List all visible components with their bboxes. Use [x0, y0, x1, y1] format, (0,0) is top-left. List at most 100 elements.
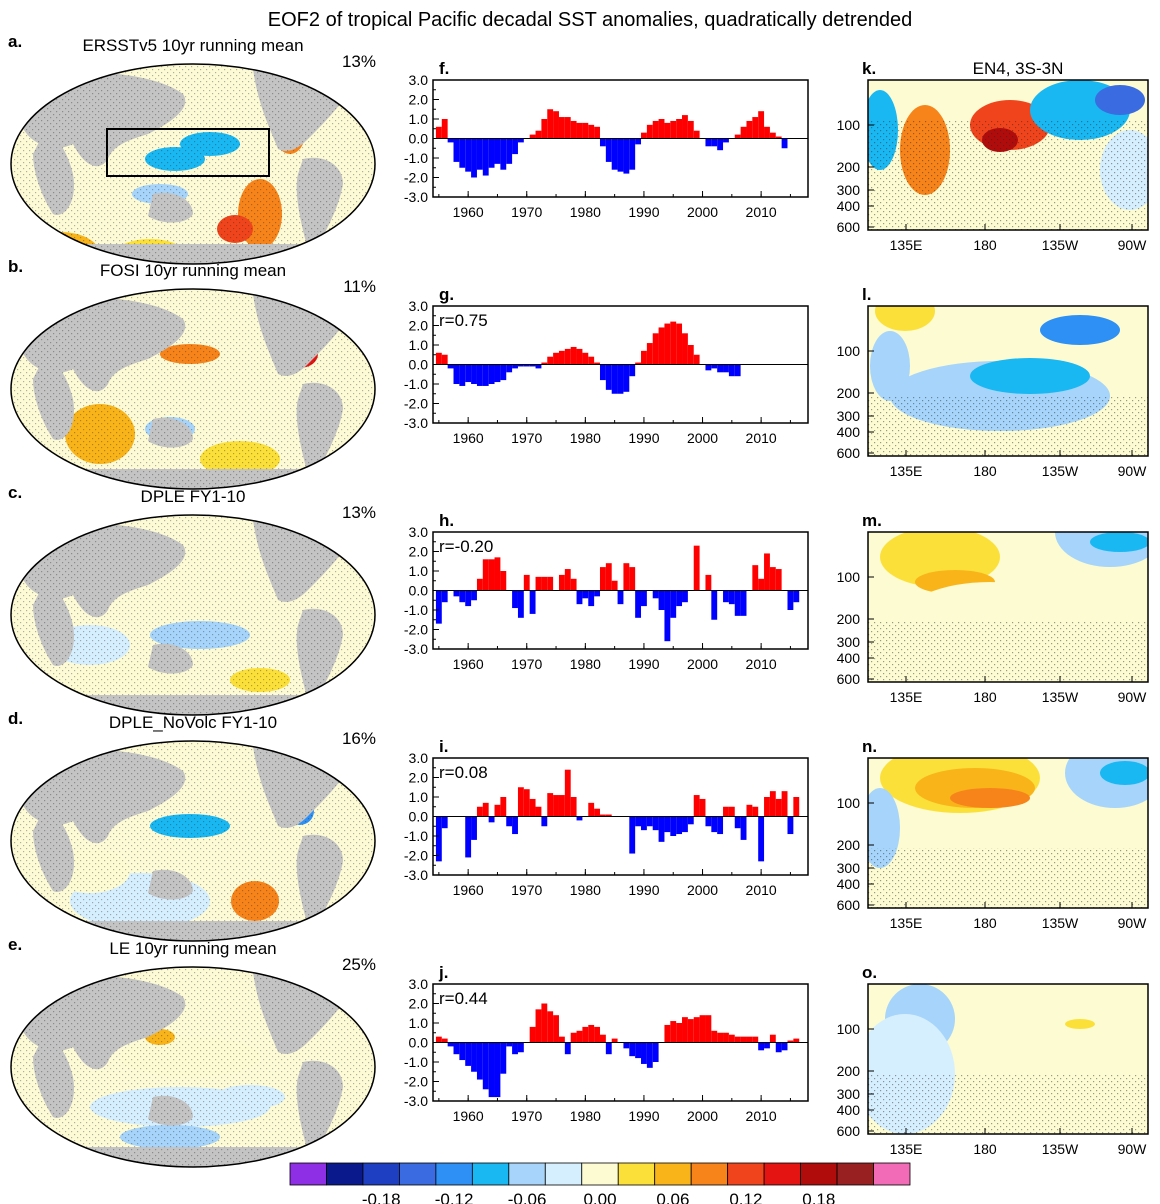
panel-label: b. [8, 257, 23, 276]
y-tick-label: -1.0 [404, 828, 428, 844]
bar [764, 1042, 770, 1049]
panel-label: d. [8, 709, 23, 728]
bar [693, 354, 700, 365]
lon-tick-label: 135W [1042, 1141, 1079, 1157]
bar [793, 797, 800, 817]
y-tick-label: 0.0 [409, 357, 429, 373]
bar [758, 578, 765, 591]
bar [752, 117, 759, 139]
bar [435, 1036, 442, 1043]
bar [482, 802, 489, 817]
x-tick-label: 2010 [746, 656, 777, 672]
bar [564, 569, 571, 591]
x-tick-label: 1980 [570, 1108, 601, 1124]
explained-variance: 13% [342, 52, 376, 71]
bar [506, 138, 513, 164]
bar [605, 364, 612, 390]
bar [594, 1026, 600, 1043]
bar [517, 138, 524, 143]
x-tick-label: 1980 [570, 656, 601, 672]
bar [723, 806, 729, 817]
colorbar-tick-label: -0.06 [508, 1190, 547, 1204]
bar [711, 138, 718, 147]
lon-tick-label: 180 [973, 237, 997, 253]
depth-tick-label: 300 [837, 1086, 861, 1102]
bar [576, 816, 583, 821]
lon-tick-label: 135W [1042, 463, 1079, 479]
bar [652, 1042, 659, 1062]
depth-tick-label: 100 [837, 1021, 861, 1037]
depth-tick-label: 400 [837, 876, 861, 892]
bar [752, 806, 759, 817]
bar [687, 345, 694, 365]
depth-tick-label: 200 [837, 837, 861, 853]
bar [500, 1042, 507, 1074]
bar [740, 1036, 747, 1043]
bar [711, 816, 718, 833]
lon-tick-label: 180 [973, 463, 997, 479]
bar [728, 1034, 735, 1043]
bar [687, 816, 694, 825]
y-tick-label: 0.0 [409, 583, 429, 599]
bar [488, 1042, 495, 1098]
bar [512, 816, 518, 835]
lon-tick-label: 90W [1118, 915, 1148, 931]
bar [435, 352, 442, 365]
section-field [868, 758, 1148, 908]
bar [758, 1042, 765, 1051]
bar [752, 1036, 759, 1043]
globe-outline [10, 288, 376, 490]
colorbar-swatch [544, 1162, 583, 1186]
y-tick-label: -3.0 [404, 641, 428, 657]
bar [494, 1042, 501, 1098]
depth-tick-label: 600 [837, 1123, 861, 1139]
bar [500, 797, 507, 817]
y-tick-label: 3.0 [409, 524, 429, 540]
depth-tick-label: 200 [837, 385, 861, 401]
bar [617, 590, 624, 605]
depth-tick-label: 400 [837, 424, 861, 440]
map-panel: b. FOSI 10yr running mean 11% [8, 257, 376, 490]
y-tick-label: 2.0 [409, 770, 429, 786]
bar [646, 124, 653, 139]
bar [629, 364, 636, 377]
bar [682, 816, 688, 833]
bar [588, 124, 595, 139]
bar [588, 590, 595, 607]
colorbar-tick-label: -0.18 [362, 1190, 401, 1204]
depth-tick-label: 600 [837, 671, 861, 687]
bar [611, 580, 618, 591]
bar [641, 132, 647, 139]
bar [582, 122, 589, 139]
bar [506, 816, 513, 827]
panel-label: j. [438, 963, 448, 982]
depth-tick-label: 200 [837, 159, 861, 175]
bar [717, 1032, 724, 1043]
stippling [868, 1074, 1148, 1134]
bar [781, 138, 788, 149]
bar [547, 356, 554, 365]
y-tick-label: 3.0 [409, 976, 429, 992]
globe-outline [10, 514, 376, 716]
bar [693, 130, 700, 139]
bar [529, 798, 536, 817]
bar [687, 120, 694, 139]
panel-label: e. [8, 935, 22, 954]
y-tick-label: 1.0 [409, 563, 429, 579]
bar [476, 1042, 483, 1080]
timeseries-panel: i. 3.0 2.0 1.0 0.0 -1.0 -2.0 -3.0 1960 1970 1980 19… [404, 737, 809, 898]
bar [676, 590, 683, 607]
bar [734, 1036, 741, 1043]
bar [658, 327, 665, 365]
globe-map [10, 288, 376, 490]
bar [793, 590, 800, 603]
anomaly-region [950, 788, 1030, 808]
panel-label: n. [862, 737, 877, 756]
bar [699, 798, 706, 817]
lon-tick-label: 90W [1118, 1141, 1148, 1157]
depth-tick-label: 100 [837, 569, 861, 585]
bar [453, 364, 460, 384]
bar [682, 1017, 688, 1043]
